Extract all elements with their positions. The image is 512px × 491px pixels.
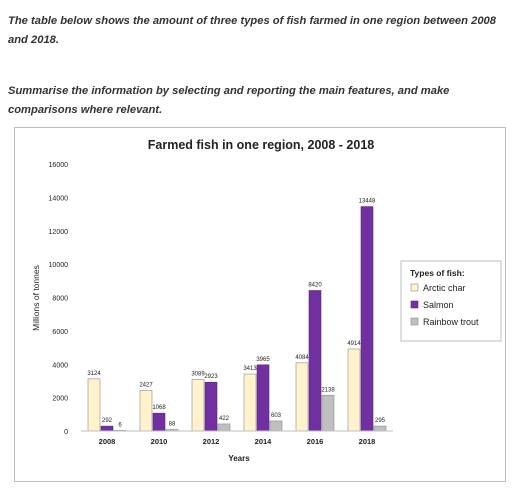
data-label: 4914 xyxy=(347,341,361,347)
bar-rainbow-trout xyxy=(321,395,335,432)
data-label: 88 xyxy=(169,422,176,428)
y-tick-label: 0 xyxy=(64,429,68,436)
legend-swatch xyxy=(410,283,419,292)
data-label: 6 xyxy=(118,422,122,428)
legend: Types of fish: Arctic char Salmon Rainbow … xyxy=(400,260,502,342)
x-axis-label: Years xyxy=(228,454,250,463)
data-label: 3089 xyxy=(191,371,205,377)
x-tick-label: 2014 xyxy=(255,437,273,446)
x-tick-label: 2008 xyxy=(99,437,116,446)
bar-arctic-char xyxy=(243,373,257,432)
bar-salmon xyxy=(152,412,166,432)
y-tick-label: 2000 xyxy=(52,396,68,403)
bar-rainbow-trout xyxy=(269,420,283,432)
data-label: 2138 xyxy=(321,387,335,393)
x-tick-label: 2012 xyxy=(203,437,220,446)
y-axis-label: Millions of tonnes xyxy=(31,265,41,331)
x-tick-label: 2018 xyxy=(359,437,376,446)
data-label: 8420 xyxy=(308,282,322,288)
data-label: 3965 xyxy=(256,357,270,363)
data-label: 422 xyxy=(219,416,230,422)
bar-rainbow-trout xyxy=(373,425,387,432)
bar-salmon xyxy=(100,425,114,432)
y-tick-label: 16000 xyxy=(49,162,69,169)
bar-arctic-char xyxy=(139,390,153,432)
x-tick-label: 2010 xyxy=(151,437,168,446)
bar-rainbow-trout xyxy=(217,423,231,432)
bar-arctic-char xyxy=(87,378,101,432)
data-label: 295 xyxy=(375,418,386,424)
bar-arctic-char xyxy=(191,379,205,432)
chart-container: Farmed fish in one region, 2008 - 2018 M… xyxy=(14,127,506,482)
bar-arctic-char xyxy=(347,348,361,432)
y-axis-ticks: 0 2000 4000 6000 8000 10000 12000 14000 16000 xyxy=(49,162,69,436)
data-label: 4084 xyxy=(295,355,309,361)
bar-salmon xyxy=(256,364,270,432)
y-tick-label: 10000 xyxy=(49,262,69,269)
legend-swatch xyxy=(410,300,419,309)
bar-series-group: 3124 292 6 2427 1068 88 3089 2923 422 3413 3965 603… xyxy=(87,199,387,432)
data-label: 1068 xyxy=(152,405,166,411)
bar-salmon xyxy=(360,206,374,432)
task-description: The table below shows the amount of thre… xyxy=(8,15,496,46)
y-tick-label: 8000 xyxy=(52,296,68,303)
bar-salmon xyxy=(308,290,322,432)
data-label: 3124 xyxy=(87,371,101,377)
bar-chart: Farmed fish in one region, 2008 - 2018 M… xyxy=(31,138,502,463)
legend-entry: Arctic char xyxy=(423,283,466,293)
y-tick-label: 6000 xyxy=(52,329,68,336)
data-label: 2427 xyxy=(139,382,153,388)
legend-entry: Rainbow trout xyxy=(423,317,479,327)
data-label: 603 xyxy=(271,413,282,419)
x-axis-ticks: 2008 2010 2012 2014 2016 2018 xyxy=(99,437,376,446)
data-label: 2923 xyxy=(204,374,218,380)
legend-title: Types of fish: xyxy=(410,268,465,278)
bar-arctic-char xyxy=(295,362,309,432)
y-tick-label: 14000 xyxy=(49,195,69,202)
legend-swatch xyxy=(410,317,419,326)
data-label: 3413 xyxy=(243,366,257,372)
data-label: 13448 xyxy=(359,199,376,205)
y-tick-label: 4000 xyxy=(52,362,68,369)
data-label: 292 xyxy=(102,418,113,424)
chart-title: Farmed fish in one region, 2008 - 2018 xyxy=(148,138,375,152)
task-instruction: Summarise the information by selecting a… xyxy=(8,85,450,116)
bar-salmon xyxy=(204,381,218,432)
x-tick-label: 2016 xyxy=(307,437,324,446)
y-tick-label: 12000 xyxy=(49,229,69,236)
legend-entry: Salmon xyxy=(423,300,454,310)
